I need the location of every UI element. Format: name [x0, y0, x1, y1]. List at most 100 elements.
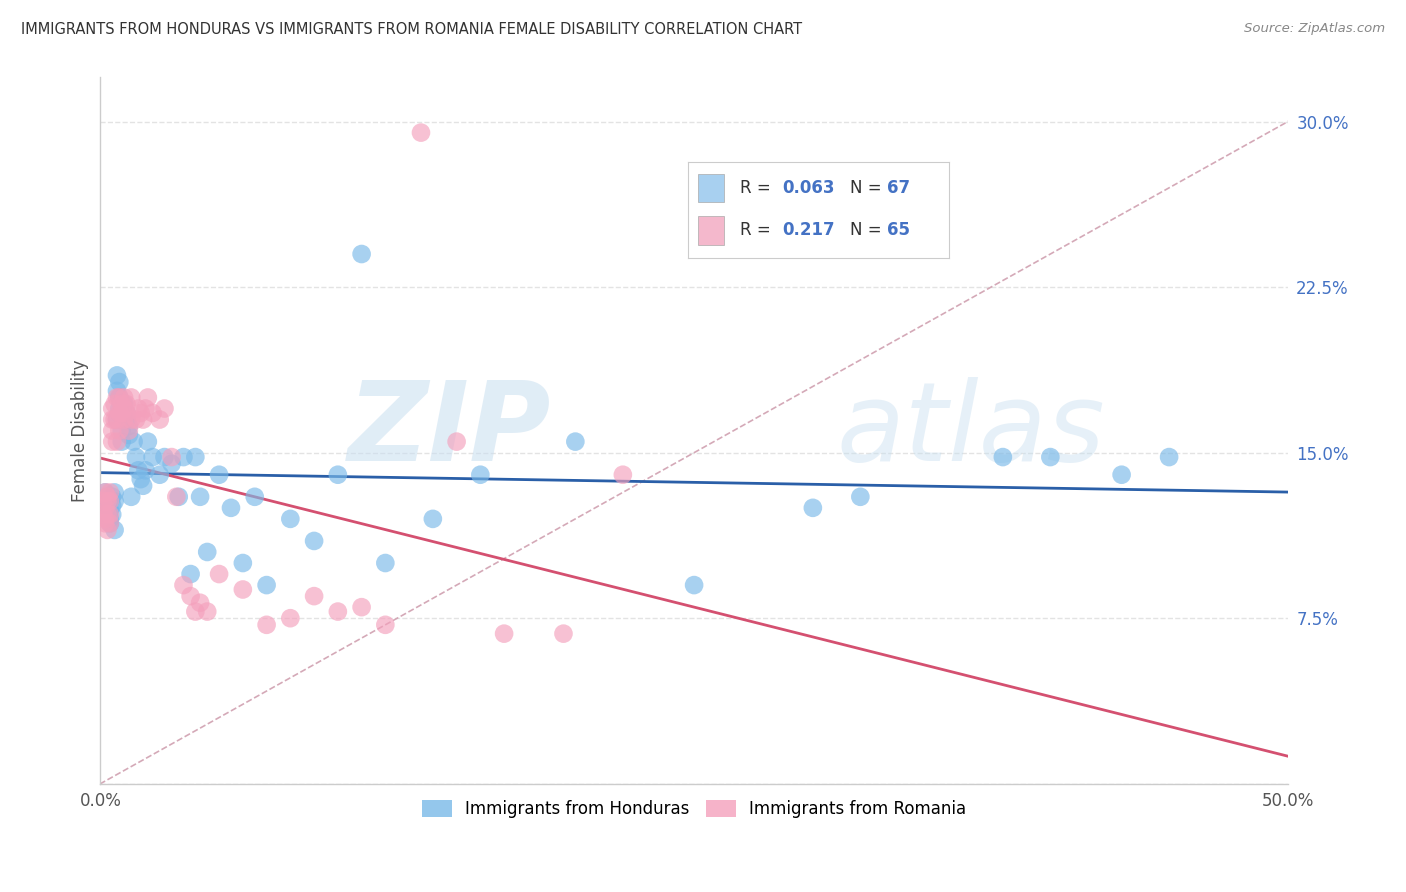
Point: [132, 412, 155, 426]
Point: [188, 596, 211, 610]
Point: [153, 401, 176, 416]
Point: [256, 617, 278, 632]
Point: [112, 406, 135, 420]
Point: [101, 401, 124, 416]
Text: R =: R =: [740, 179, 776, 197]
Point: [280, 512, 302, 526]
Bar: [699, 216, 724, 244]
Point: [98, 516, 121, 531]
Point: [142, 406, 165, 420]
Point: [1039, 450, 1062, 464]
Point: [104, 494, 127, 508]
Point: [125, 412, 148, 426]
Point: [127, 401, 149, 416]
Point: [112, 401, 135, 416]
Point: [422, 512, 444, 526]
Point: [208, 567, 231, 582]
Point: [104, 397, 127, 411]
Point: [104, 523, 127, 537]
Point: [350, 247, 373, 261]
Point: [108, 391, 131, 405]
Point: [188, 490, 211, 504]
Point: [208, 467, 231, 482]
Point: [118, 428, 141, 442]
Point: [280, 611, 302, 625]
Point: [96, 508, 118, 522]
Point: [98, 485, 121, 500]
Point: [127, 463, 149, 477]
Point: [104, 485, 127, 500]
Point: [105, 412, 128, 426]
Text: 0.063: 0.063: [782, 179, 835, 197]
Point: [134, 401, 156, 416]
Point: [94, 485, 117, 500]
Point: [564, 434, 586, 449]
Point: [184, 605, 207, 619]
Text: 65: 65: [887, 221, 910, 239]
Point: [105, 368, 128, 383]
Point: [115, 406, 138, 420]
Point: [94, 500, 117, 515]
Point: [165, 490, 187, 504]
Point: [111, 406, 134, 420]
Point: [142, 450, 165, 464]
Point: [180, 589, 202, 603]
Text: atlas: atlas: [837, 377, 1105, 484]
Point: [98, 494, 121, 508]
Point: [108, 401, 131, 416]
Point: [167, 490, 190, 504]
Point: [232, 556, 254, 570]
Point: [120, 412, 142, 426]
Point: [134, 463, 156, 477]
Point: [101, 434, 124, 449]
Point: [96, 494, 118, 508]
Point: [105, 391, 128, 405]
Point: [94, 516, 117, 531]
Point: [112, 397, 135, 411]
Point: [180, 567, 202, 582]
Point: [195, 545, 218, 559]
Point: [160, 457, 183, 471]
Point: [122, 434, 145, 449]
Point: [115, 406, 138, 420]
Point: [184, 450, 207, 464]
Point: [1111, 467, 1133, 482]
Point: [105, 384, 128, 398]
Point: [91, 494, 114, 508]
Point: [101, 424, 124, 438]
Point: [96, 490, 118, 504]
Point: [153, 450, 176, 464]
Point: [101, 490, 124, 504]
Point: [326, 605, 349, 619]
Point: [129, 406, 152, 420]
Point: [98, 503, 121, 517]
Point: [108, 391, 131, 405]
Text: IMMIGRANTS FROM HONDURAS VS IMMIGRANTS FROM ROMANIA FEMALE DISABILITY CORRELATIO: IMMIGRANTS FROM HONDURAS VS IMMIGRANTS F…: [21, 22, 803, 37]
Point: [91, 508, 114, 522]
Text: ZIP: ZIP: [349, 377, 551, 484]
Point: [612, 467, 634, 482]
Point: [96, 490, 118, 504]
Point: [98, 508, 121, 522]
Point: [801, 500, 824, 515]
Text: 67: 67: [887, 179, 910, 197]
Point: [112, 412, 135, 426]
Point: [115, 397, 138, 411]
Point: [232, 582, 254, 597]
Point: [111, 434, 134, 449]
Text: 0.217: 0.217: [782, 221, 835, 239]
Point: [256, 578, 278, 592]
Point: [446, 434, 468, 449]
Point: [494, 626, 516, 640]
Bar: [699, 174, 724, 202]
Point: [849, 490, 872, 504]
Y-axis label: Female Disability: Female Disability: [72, 359, 89, 502]
Point: [98, 512, 121, 526]
Point: [96, 500, 118, 515]
Point: [125, 450, 148, 464]
Point: [136, 391, 159, 405]
Point: [470, 467, 492, 482]
Point: [94, 512, 117, 526]
Point: [129, 472, 152, 486]
Point: [94, 494, 117, 508]
